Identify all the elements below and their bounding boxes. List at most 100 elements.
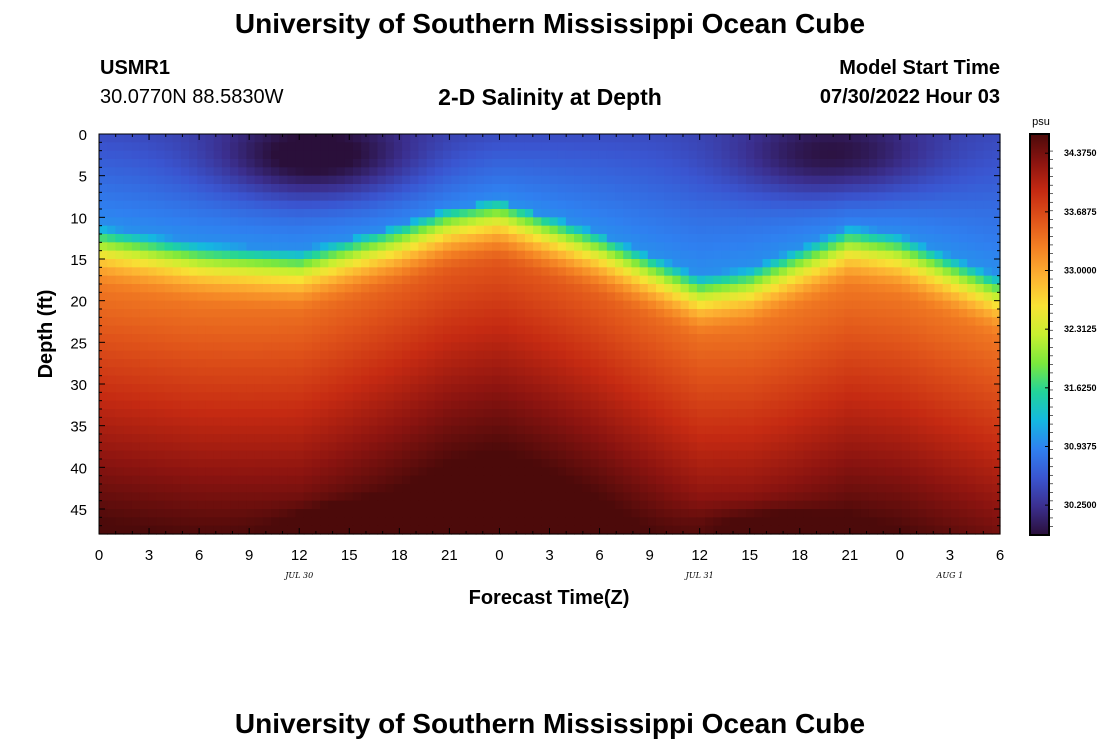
heatmap-cell [328,275,338,285]
heatmap-cell [426,392,436,402]
heatmap-cell [746,367,755,377]
heatmap-cell [606,159,616,168]
heatmap-cell [803,142,813,152]
heatmap-cell [991,250,1001,260]
heatmap-cell [271,209,280,218]
heatmap-cell [385,217,395,227]
heatmap-cell [459,450,469,460]
heatmap-cell [164,417,174,427]
heatmap-cell [705,359,714,368]
heatmap-cell [533,184,542,193]
heatmap-cell [737,175,747,185]
heatmap-cell [729,217,739,227]
heatmap-cell [983,367,993,377]
heatmap-cell [271,234,280,243]
heatmap-cell [279,225,288,235]
heatmap-cell [639,334,649,343]
heatmap-cell [721,317,731,327]
heatmap-cell [672,400,682,410]
heatmap-cell [262,184,272,193]
heatmap-cell [541,217,551,227]
heatmap-cell [434,142,444,152]
heatmap-cell [664,275,673,285]
heatmap-cell [123,142,133,152]
heatmap-cell [852,400,862,410]
heatmap-cell [574,275,583,285]
heatmap-cell [582,392,592,402]
heatmap-cell [148,217,157,227]
heatmap-cell [115,150,125,160]
heatmap-cell [279,450,288,460]
heatmap-cell [860,250,870,260]
heatmap-cell [696,300,706,310]
heatmap-cell [311,467,321,477]
heatmap-cell [623,450,633,460]
heatmap-cell [754,242,764,252]
heatmap-cell [459,367,469,377]
heatmap-cell [295,350,305,360]
heatmap-cell [606,434,616,443]
heatmap-cell [459,317,469,327]
heatmap-cell [361,192,370,202]
heatmap-cell [574,392,583,402]
heatmap-cell [311,500,321,510]
heatmap-cell [344,317,354,327]
heatmap-cell [795,192,805,202]
heatmap-cell [598,150,608,160]
heatmap-cell [713,384,723,393]
heatmap-cell [516,209,526,218]
heatmap-cell [434,400,444,410]
heatmap-cell [877,284,886,293]
heatmap-cell [549,409,559,418]
heatmap-cell [246,509,256,518]
heatmap-cell [164,200,174,210]
heatmap-cell [303,134,313,143]
heatmap-cell [737,159,747,168]
heatmap-cell [213,484,223,493]
heatmap-cell [590,425,600,435]
heatmap-cell [615,134,624,143]
heatmap-cell [541,175,551,185]
heatmap-cell [803,500,813,510]
heatmap-cell [533,400,542,410]
heatmap-cell [492,275,501,285]
heatmap-cell [557,317,567,327]
heatmap-cell [623,425,633,435]
heatmap-cell [942,234,952,243]
heatmap-cell [729,234,739,243]
heatmap-cell [451,459,460,468]
heatmap-cell [271,259,280,268]
heatmap-cell [156,192,166,202]
heatmap-cell [680,334,690,343]
heatmap-cell [868,500,878,510]
heatmap-cell [885,400,895,410]
heatmap-cell [443,200,452,210]
heatmap-cell [696,484,706,493]
heatmap-cell [582,292,592,302]
heatmap-cell [549,392,559,402]
heatmap-cell [819,467,829,477]
heatmap-cell [418,409,428,418]
heatmap-cell [803,300,813,310]
heatmap-cell [926,325,936,335]
heatmap-cell [737,134,747,143]
heatmap-cell [967,467,977,477]
heatmap-cell [549,225,559,235]
heatmap-cell [295,184,305,193]
heatmap-cell [844,259,854,268]
heatmap-cell [680,359,690,368]
heatmap-cell [205,392,215,402]
heatmap-cell [434,409,444,418]
heatmap-cell [688,442,698,452]
heatmap-cell [172,217,182,227]
heatmap-cell [959,459,968,468]
heatmap-cell [271,192,280,202]
heatmap-cell [582,425,592,435]
heatmap-cell [320,484,329,493]
heatmap-cell [197,450,207,460]
heatmap-cell [189,325,198,335]
heatmap-cell [918,175,927,185]
heatmap-cell [918,434,927,443]
heatmap-cell [787,242,796,252]
heatmap-cell [377,359,387,368]
